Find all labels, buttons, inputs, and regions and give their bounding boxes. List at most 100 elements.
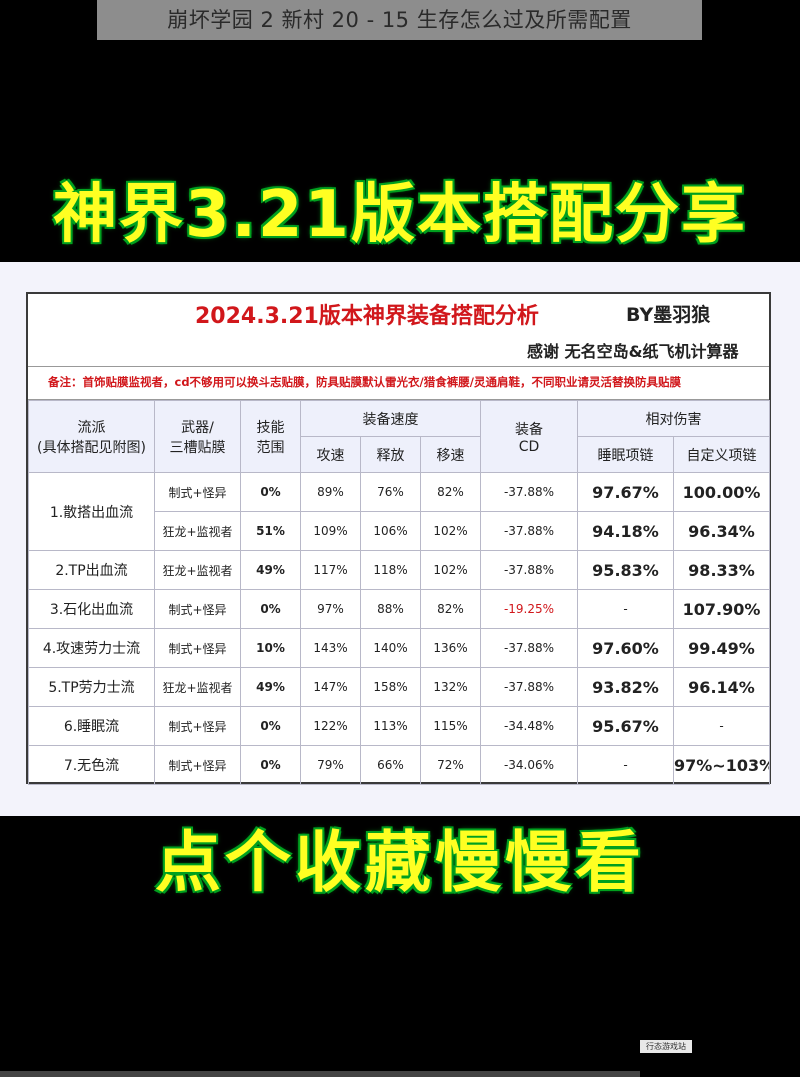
cd-cell: -37.88% xyxy=(480,472,578,512)
skill-cell: 51% xyxy=(240,511,301,551)
site-watermark: 行态游戏站 xyxy=(640,1040,692,1053)
school-cell: 6.睡眠流 xyxy=(28,706,155,746)
dmg-custom-cell: 107.90% xyxy=(673,589,770,629)
table-row: 7.无色流 制式+怪异 0% 79% 66% 72% -34.06% - 97%… xyxy=(28,745,770,785)
header-skill-sub: 范围 xyxy=(256,439,285,456)
bottom-bar xyxy=(0,1071,640,1077)
cd-cell: -37.88% xyxy=(480,511,578,551)
school-cell: 7.无色流 xyxy=(28,745,155,785)
move-cell: 102% xyxy=(420,511,481,551)
table-thanks: 感谢 无名空岛&纸飞机计算器 xyxy=(527,342,739,361)
weapon-cell: 制式+怪异 xyxy=(154,628,241,668)
move-cell: 102% xyxy=(420,550,481,590)
table-row: 狂龙+监视者 51% 109% 106% 102% -37.88% 94.18%… xyxy=(29,511,770,551)
cast-cell: 118% xyxy=(360,550,421,590)
headline-bottom: 点个收藏慢慢看 xyxy=(155,824,645,901)
dmg-custom-cell: 99.49% xyxy=(673,628,770,668)
table-author: BY墨羽狼 xyxy=(626,304,711,326)
cast-cell: 140% xyxy=(360,628,421,668)
cd-cell: -34.48% xyxy=(480,706,578,746)
header-dmg-custom: 自定义项链 xyxy=(673,436,770,473)
cd-cell: -37.88% xyxy=(480,667,578,707)
dmg-custom-cell: - xyxy=(673,706,770,746)
school-cell: 2.TP出血流 xyxy=(28,550,155,590)
title-row xyxy=(28,294,769,366)
cast-cell: 106% xyxy=(360,511,421,551)
header-weapon: 武器/ 三槽贴膜 xyxy=(154,400,241,473)
header-speed: 装备速度 xyxy=(300,400,481,437)
dmg-sleep-cell: 97.60% xyxy=(577,628,674,668)
header-weapon-label: 武器/ xyxy=(181,419,214,436)
cast-cell: 76% xyxy=(360,472,421,512)
dmg-custom-cell: 97%~103% xyxy=(673,745,770,785)
header-dmg-sleep: 睡眠项链 xyxy=(577,436,674,473)
skill-cell: 0% xyxy=(240,472,301,512)
table-row: 1.散搭出血流 制式+怪异 0% 89% 76% 82% -37.88% 97.… xyxy=(28,472,770,551)
page-caption: 崩坏学园 2 新村 20 - 15 生存怎么过及所需配置 xyxy=(97,0,702,40)
weapon-cell: 狂龙+监视者 xyxy=(154,550,241,590)
skill-cell: 49% xyxy=(240,667,301,707)
header-skill: 技能 范围 xyxy=(240,400,301,473)
dmg-sleep-cell: - xyxy=(577,745,674,785)
move-cell: 132% xyxy=(420,667,481,707)
atk-cell: 109% xyxy=(300,511,361,551)
weapon-cell: 制式+怪异 xyxy=(154,745,241,785)
weapon-cell: 制式+怪异 xyxy=(154,472,241,512)
atk-cell: 122% xyxy=(300,706,361,746)
table-title: 2024.3.21版本神界装备搭配分析 xyxy=(195,304,539,329)
dmg-sleep-cell: 97.67% xyxy=(577,472,674,512)
dmg-sleep-cell: 95.67% xyxy=(577,706,674,746)
table-row: 5.TP劳力士流 狂龙+监视者 49% 147% 158% 132% -37.8… xyxy=(28,667,770,707)
header-move: 移速 xyxy=(420,436,481,473)
header-weapon-sub: 三槽贴膜 xyxy=(169,439,226,456)
dmg-sleep-cell: - xyxy=(577,589,674,629)
table-row: 3.石化出血流 制式+怪异 0% 97% 88% 82% -19.25% - 1… xyxy=(28,589,770,629)
cd-cell: -19.25% xyxy=(480,589,578,629)
header-damage: 相对伤害 xyxy=(577,400,770,437)
header-school-label: 流派 xyxy=(77,419,106,436)
cd-cell: -34.06% xyxy=(480,745,578,785)
headline-top: 神界3.21版本搭配分享 xyxy=(53,178,747,252)
header-cd-sub: CD xyxy=(518,438,540,455)
dmg-custom-cell: 100.00% xyxy=(673,472,770,512)
atk-cell: 89% xyxy=(300,472,361,512)
cd-cell: -37.88% xyxy=(480,550,578,590)
cast-cell: 113% xyxy=(360,706,421,746)
atk-cell: 117% xyxy=(300,550,361,590)
dmg-sleep-cell: 95.83% xyxy=(577,550,674,590)
header-skill-label: 技能 xyxy=(256,419,285,436)
header-school-sub: (具体搭配见附图) xyxy=(37,439,146,456)
weapon-cell: 狂龙+监视者 xyxy=(154,667,241,707)
atk-cell: 79% xyxy=(300,745,361,785)
move-cell: 82% xyxy=(420,472,481,512)
move-cell: 72% xyxy=(420,745,481,785)
move-cell: 82% xyxy=(420,589,481,629)
weapon-cell: 制式+怪异 xyxy=(154,589,241,629)
header-cast: 释放 xyxy=(360,436,421,473)
skill-cell: 49% xyxy=(240,550,301,590)
cd-cell: -37.88% xyxy=(480,628,578,668)
dmg-custom-cell: 98.33% xyxy=(673,550,770,590)
skill-cell: 0% xyxy=(240,589,301,629)
school-cell: 5.TP劳力士流 xyxy=(28,667,155,707)
table-note: 备注：首饰贴膜监视者，cd不够用可以换斗志贴膜，防具贴膜默认雷光衣/猎食裤腰/灵… xyxy=(48,375,681,389)
move-cell: 115% xyxy=(420,706,481,746)
header-school: 流派 (具体搭配见附图) xyxy=(28,400,155,473)
skill-cell: 10% xyxy=(240,628,301,668)
school-cell: 1.散搭出血流 xyxy=(28,472,155,551)
note-row xyxy=(28,366,769,400)
cast-cell: 88% xyxy=(360,589,421,629)
table-row: 4.攻速劳力士流 制式+怪异 10% 143% 140% 136% -37.88… xyxy=(28,628,770,668)
header-atk: 攻速 xyxy=(300,436,361,473)
atk-cell: 97% xyxy=(300,589,361,629)
skill-cell: 0% xyxy=(240,706,301,746)
dmg-custom-cell: 96.34% xyxy=(673,511,770,551)
skill-cell: 0% xyxy=(240,745,301,785)
header-cd: 装备 CD xyxy=(480,400,578,473)
weapon-cell: 狂龙+监视者 xyxy=(154,511,241,551)
dmg-sleep-cell: 93.82% xyxy=(577,667,674,707)
dmg-sleep-cell: 94.18% xyxy=(577,511,674,551)
cast-cell: 158% xyxy=(360,667,421,707)
school-cell: 4.攻速劳力士流 xyxy=(28,628,155,668)
build-table: 流派 (具体搭配见附图) 武器/ 三槽贴膜 技能 范围 装备速度 装备 CD 相… xyxy=(28,400,770,785)
